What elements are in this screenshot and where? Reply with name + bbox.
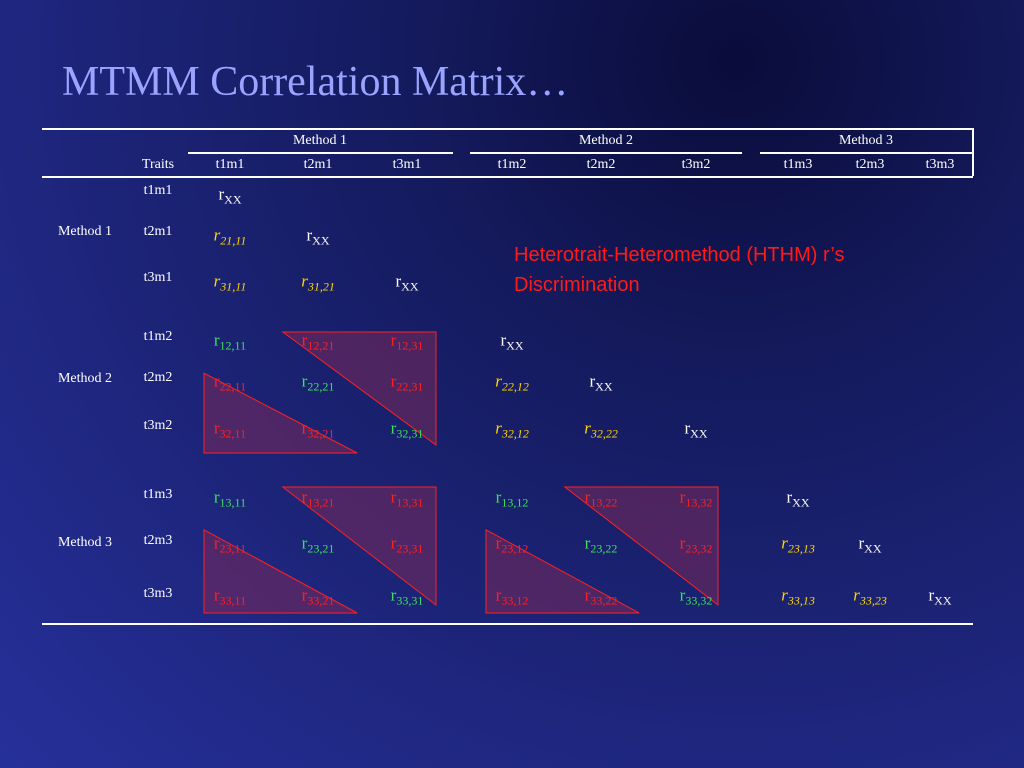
correlation-cell-23-31: r23,31 [390,533,424,556]
column-header-t2m3: t2m3 [855,157,885,172]
correlation-cell-12-11: r12,11 [213,330,247,353]
correlation-cell-12-31: r12,31 [390,330,424,353]
table-bottom-rule [42,623,973,625]
method1-header: Method 1 [292,133,348,148]
reliability-cell: rXX [928,585,952,608]
correlation-cell-21-11: r21,11 [213,225,247,248]
annotation-line-2: Discrimination [514,274,640,296]
reliability-cell: rXX [218,184,242,207]
correlation-cell-13-12: r13,12 [495,487,529,510]
correlation-cell-22-12: r22,12 [495,371,529,394]
row-trait-t3m2: t3m2 [143,418,173,433]
traits-header: Traits [141,157,175,172]
reliability-cell: rXX [500,330,524,353]
correlation-cell-32-12: r32,12 [495,418,529,441]
method3-header-underline [760,152,973,154]
column-header-t2m1: t2m1 [303,157,333,172]
correlation-cell-13-22: r13,22 [584,487,618,510]
row-method1-label: Method 1 [57,224,113,239]
column-header-t3m1: t3m1 [392,157,422,172]
table-top-rule [42,128,973,130]
column-header-t1m2: t1m2 [497,157,527,172]
correlation-cell-33-12: r33,12 [495,585,529,608]
correlation-cell-22-11: r22,11 [213,371,247,394]
hthm-upper-triangle [563,486,719,607]
correlation-cell-32-11: r32,11 [213,418,247,441]
correlation-cell-23-11: r23,11 [213,533,247,556]
column-header-t3m3: t3m3 [925,157,955,172]
correlation-cell-32-22: r32,22 [584,418,618,441]
row-trait-t1m2: t1m2 [143,329,173,344]
row-trait-t3m1: t3m1 [143,270,173,285]
correlation-cell-33-23: r33,23 [853,585,887,608]
correlation-cell-22-31: r22,31 [390,371,424,394]
correlation-cell-23-12: r23,12 [495,533,529,556]
row-method3-label: Method 3 [57,535,113,550]
correlation-cell-13-21: r13,21 [301,487,335,510]
slide-title: MTMM Correlation Matrix… [62,59,569,105]
hthm-upper-triangle [281,331,437,446]
reliability-cell: rXX [786,487,810,510]
annotation-line-1: Heterotrait-Heteromethod (HTHM) r’s [514,244,845,266]
row-trait-t2m1: t2m1 [143,224,173,239]
row-method2-label: Method 2 [57,371,113,386]
correlation-cell-23-21: r23,21 [301,533,335,556]
correlation-cell-33-32: r33,32 [679,585,713,608]
correlation-cell-33-22: r33,22 [584,585,618,608]
correlation-cell-32-21: r32,21 [301,418,335,441]
correlation-cell-33-11: r33,11 [213,585,247,608]
method2-header-underline [470,152,742,154]
column-header-t2m2: t2m2 [586,157,616,172]
correlation-cell-23-13: r23,13 [781,533,815,556]
hthm-lower-triangle [203,528,358,614]
column-header-t3m2: t3m2 [681,157,711,172]
correlation-cell-12-21: r12,21 [301,330,335,353]
reliability-cell: rXX [589,371,613,394]
hthm-lower-triangle [203,372,358,454]
hthm-lower-triangle [485,528,640,614]
row-trait-t2m2: t2m2 [143,370,173,385]
correlation-cell-31-21: r31,21 [301,271,335,294]
correlation-cell-33-21: r33,21 [301,585,335,608]
hthm-annotation: Heterotrait-Heteromethod (HTHM) r’s Disc… [514,240,954,300]
row-trait-t2m3: t2m3 [143,533,173,548]
hthm-upper-triangle [281,486,437,607]
header-bottom-rule [42,176,973,178]
correlation-cell-13-11: r13,11 [213,487,247,510]
method2-header: Method 2 [578,133,634,148]
row-trait-t1m1: t1m1 [143,183,173,198]
reliability-cell: rXX [395,271,419,294]
correlation-cell-22-21: r22,21 [301,371,335,394]
correlation-cell-32-31: r32,31 [390,418,424,441]
column-header-t1m3: t1m3 [783,157,813,172]
correlation-cell-13-32: r13,32 [679,487,713,510]
correlation-cell-23-32: r23,32 [679,533,713,556]
table-right-rule [972,128,974,176]
row-trait-t1m3: t1m3 [143,487,173,502]
method3-header: Method 3 [838,133,894,148]
correlation-cell-23-22: r23,22 [584,533,618,556]
reliability-cell: rXX [858,533,882,556]
correlation-cell-31-11: r31,11 [213,271,247,294]
column-header-t1m1: t1m1 [215,157,245,172]
method1-header-underline [188,152,453,154]
reliability-cell: rXX [684,418,708,441]
correlation-cell-33-13: r33,13 [781,585,815,608]
correlation-cell-33-31: r33,31 [390,585,424,608]
correlation-cell-13-31: r13,31 [390,487,424,510]
row-trait-t3m3: t3m3 [143,586,173,601]
reliability-cell: rXX [306,225,330,248]
